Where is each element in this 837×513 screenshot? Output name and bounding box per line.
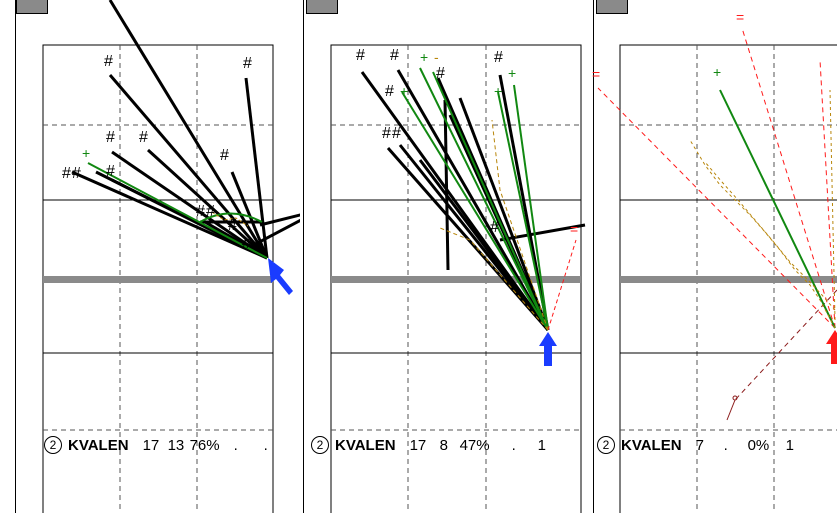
stat-value: 8	[439, 436, 448, 454]
stat-value: 17	[409, 436, 427, 454]
hash-mark: #	[390, 47, 399, 64]
hash-mark: #	[382, 125, 391, 142]
panel-2-tab[interactable]	[306, 0, 338, 14]
plus-mark: +	[82, 145, 90, 161]
hash-mark: #	[196, 203, 205, 220]
panel-2-frame	[303, 0, 582, 513]
panel-1-stats: 2 KVALEN 17 13 76% . .	[44, 434, 274, 456]
baseline-band	[331, 276, 581, 283]
hash-mark: #	[242, 235, 251, 252]
stat-value: .	[723, 436, 728, 454]
hash-mark: #	[356, 47, 365, 64]
black-lines	[71, 0, 300, 260]
hash-mark: #	[228, 217, 237, 234]
blue-arrow-icon	[539, 332, 557, 366]
equals-mark: =	[570, 221, 578, 237]
plus-mark: +	[494, 83, 502, 99]
panel-2-plot: # # # # # # # # + + + + - =	[330, 44, 586, 513]
hash-mark: #	[62, 165, 71, 182]
station-name: KVALEN	[335, 436, 396, 454]
plus-mark: +	[713, 64, 721, 80]
panel-1-frame	[15, 0, 294, 513]
baseline-band	[43, 276, 273, 283]
stat-value: 1	[537, 436, 546, 454]
panel-3-stats: 2 KVALEN 7 . 0% 1	[597, 434, 796, 456]
hash-mark: #	[139, 129, 148, 146]
hash-mark: #	[220, 147, 229, 164]
number-badge: 2	[44, 436, 62, 454]
panel-1-plot: # # # # # # # # # # # # +	[42, 0, 300, 513]
hash-mark: #	[106, 129, 115, 146]
stat-value: 76%	[189, 436, 220, 454]
hash-mark: #	[494, 49, 503, 66]
hash-mark: #	[490, 219, 499, 236]
blue-arrow-icon	[268, 258, 293, 295]
hash-mark: #	[243, 55, 252, 72]
stat-value: 1	[785, 436, 794, 454]
hash-mark: #	[436, 65, 445, 82]
hash-mark: #	[392, 125, 401, 142]
hash-mark: #	[104, 53, 113, 70]
equals-mark: =	[592, 66, 600, 82]
baseline-band	[620, 276, 837, 283]
hash-mark: #	[106, 163, 115, 180]
stat-value: 0%	[747, 436, 770, 454]
plus-mark: +	[508, 65, 516, 81]
stat-value: .	[263, 436, 268, 454]
hash-mark: #	[72, 165, 81, 182]
plus-mark: +	[400, 83, 408, 99]
stat-value: 17	[142, 436, 160, 454]
stat-value: .	[233, 436, 238, 454]
stat-value: 13	[167, 436, 185, 454]
station-name: KVALEN	[621, 436, 682, 454]
equals-mark: =	[736, 9, 744, 25]
panel-3-tab[interactable]	[596, 0, 628, 14]
panel-3-frame	[593, 0, 837, 513]
station-name: KVALEN	[68, 436, 129, 454]
stat-value: 7	[695, 436, 704, 454]
number-badge: 2	[311, 436, 329, 454]
panel-2-stats: 2 KVALEN 17 8 47% . 1	[311, 434, 548, 456]
hash-mark: #	[385, 83, 394, 100]
red-arrow-icon	[826, 330, 837, 364]
stat-value: .	[511, 436, 516, 454]
number-badge: 2	[597, 436, 615, 454]
minus-mark: -	[434, 49, 439, 65]
stat-value: 47%	[459, 436, 490, 454]
panel-1-tab[interactable]	[16, 0, 48, 14]
plus-mark: +	[420, 49, 428, 65]
hash-mark: #	[206, 203, 215, 220]
